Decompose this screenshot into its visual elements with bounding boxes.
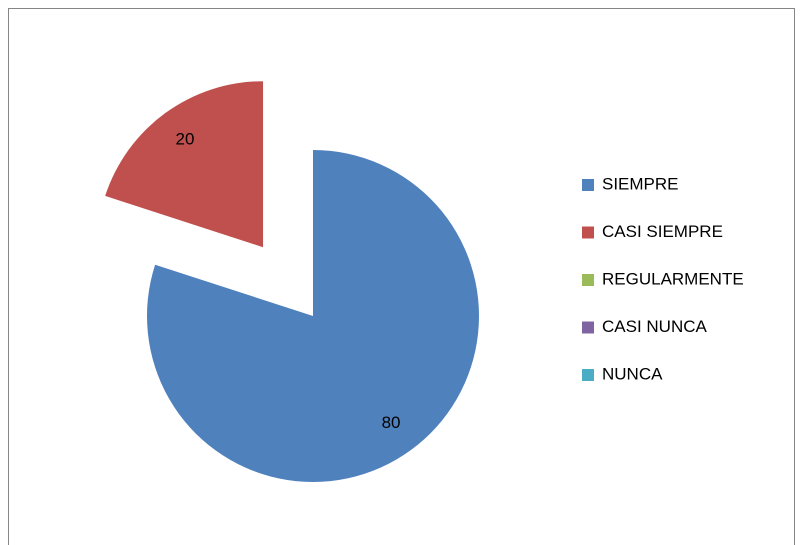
legend-swatch [582,369,594,381]
legend-swatch [582,274,594,286]
pie-slice [147,150,479,482]
data-label: 80 [382,413,401,432]
legend-label: NUNCA [602,364,663,383]
legend-swatch [582,321,594,334]
data-label: 20 [176,129,195,148]
legend-swatch [582,179,594,191]
legend-swatch [582,226,594,239]
legend-label: CASI NUNCA [602,317,708,336]
pie-slice [105,81,264,248]
legend-label: SIEMPRE [602,174,679,193]
legend-label: CASI SIEMPRE [602,222,723,241]
legend-label: REGULARMENTE [602,269,744,288]
